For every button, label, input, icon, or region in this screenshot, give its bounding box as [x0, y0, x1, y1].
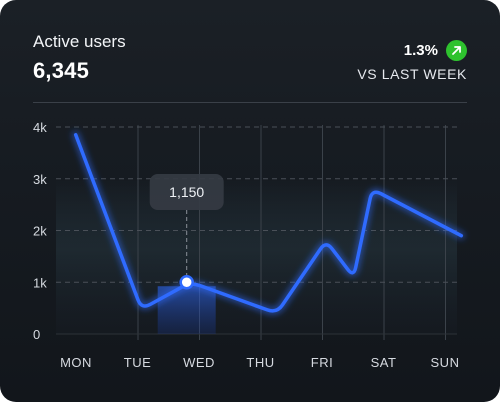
highlight-point [179, 275, 194, 290]
x-tick-label: FRI [311, 355, 333, 370]
y-tick-label: 3k [33, 172, 47, 187]
change-indicator: 1.3% [404, 40, 467, 61]
arrow-up-right-icon [446, 40, 467, 61]
x-tick-label: WED [183, 355, 215, 370]
x-tick-label: SUN [431, 355, 460, 370]
active-users-value: 6,345 [33, 58, 90, 83]
series-line [73, 133, 464, 313]
card-title: Active users [33, 32, 126, 51]
x-tick-label: THU [246, 355, 274, 370]
tooltip-box [149, 174, 224, 210]
x-tick-label: SAT [371, 355, 397, 370]
y-tick-label: 2k [33, 224, 47, 239]
y-tick-label: 4k [33, 120, 47, 135]
y-tick-label: 0 [33, 327, 40, 342]
x-tick-label: TUE [124, 355, 152, 370]
change-percentage: 1.3% [403, 42, 438, 59]
x-tick-label: MON [60, 355, 92, 370]
comparison-label: VS LAST WEEK [357, 66, 467, 82]
y-tick-label: 1k [33, 275, 47, 290]
divider [33, 102, 467, 103]
tooltip-value: 1,150 [169, 184, 204, 200]
